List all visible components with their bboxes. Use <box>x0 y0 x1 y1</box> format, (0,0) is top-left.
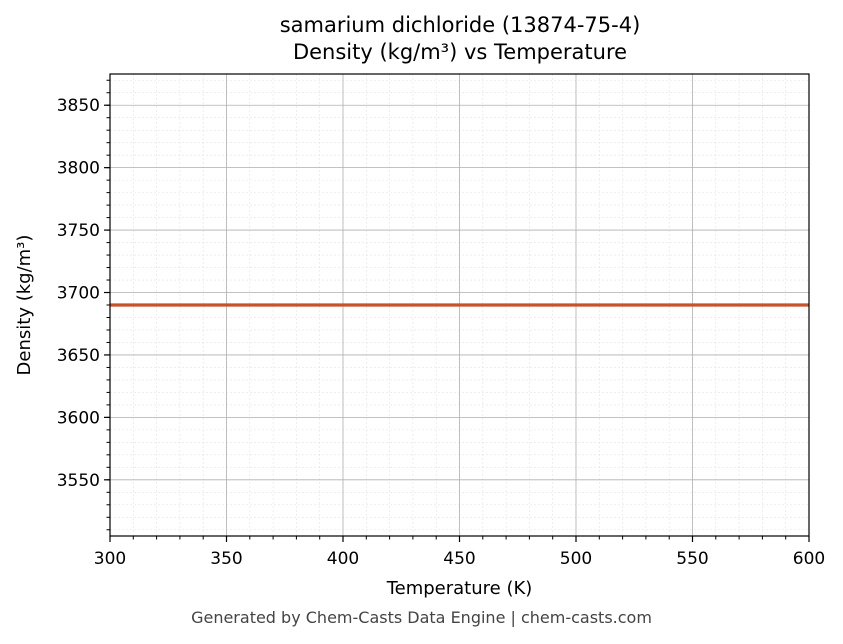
y-tick-label: 3700 <box>57 284 100 304</box>
y-tick-label: 3800 <box>57 159 100 179</box>
y-tick-label: 3550 <box>57 471 100 491</box>
x-axis-label: Temperature (K) <box>386 578 533 599</box>
footer-credit: Generated by Chem-Casts Data Engine | ch… <box>191 608 652 627</box>
x-tick-label: 500 <box>560 549 592 569</box>
y-tick-label: 3650 <box>57 346 100 366</box>
x-axis-ticks: 300 350 400 450 500 550 600 <box>94 536 825 569</box>
x-tick-label: 300 <box>94 549 126 569</box>
chart-title: samarium dichloride (13874-75-4) <box>279 13 641 37</box>
y-tick-label: 3850 <box>57 96 100 116</box>
y-tick-label: 3600 <box>57 408 100 428</box>
x-tick-label: 550 <box>676 549 708 569</box>
major-grid <box>109 74 810 536</box>
density-chart: 300 350 400 450 500 550 600 3550 3600 3650 3700 37… <box>14 73 825 599</box>
y-axis-label: Density (kg/m³) <box>14 235 35 376</box>
chart-subtitle: Density (kg/m³) vs Temperature <box>292 40 628 64</box>
x-tick-label: 600 <box>793 549 825 569</box>
x-tick-label: 350 <box>210 549 242 569</box>
x-tick-label: 450 <box>443 549 475 569</box>
x-tick-label: 400 <box>327 549 359 569</box>
y-tick-label: 3750 <box>57 221 100 241</box>
y-axis-ticks: 3550 3600 3650 3700 3750 3800 3850 <box>57 79 110 531</box>
